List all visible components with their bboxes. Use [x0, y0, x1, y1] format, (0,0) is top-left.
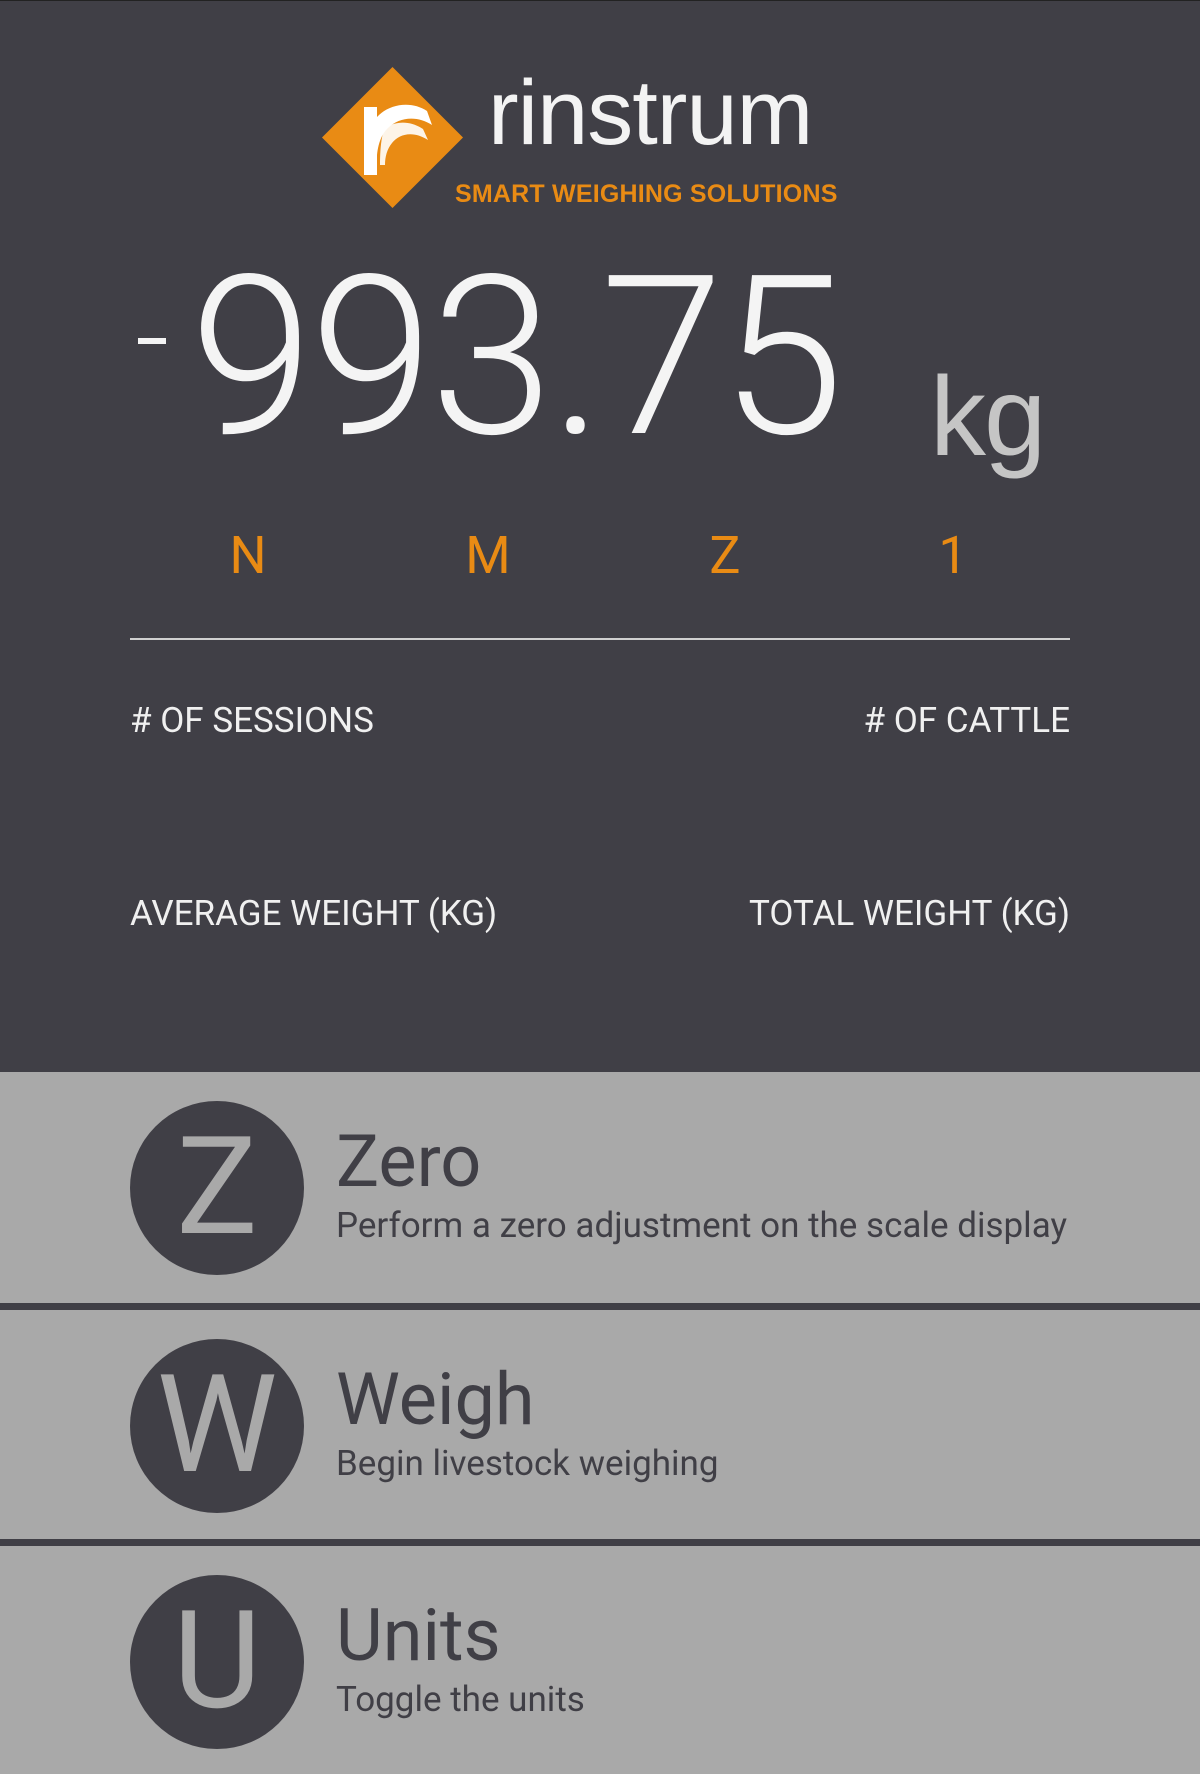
rinstrum-logo-icon: [322, 67, 463, 208]
units-action-title: Units: [336, 1593, 501, 1678]
cattle-label: # OF CATTLE: [863, 700, 1070, 741]
weight-unit: kg: [930, 354, 1046, 479]
zero-action-title: Zero: [336, 1119, 482, 1204]
total-weight-label: TOTAL WEIGHT (KG): [748, 893, 1070, 934]
action-separator: [0, 1539, 1200, 1546]
zero-action-button[interactable]: Z Zero Perform a zero adjustment on the …: [0, 1072, 1200, 1301]
zero-icon-letter: Z: [176, 1108, 258, 1267]
indicator-motion: M: [465, 525, 511, 586]
divider: [130, 638, 1070, 640]
indicator-zero: Z: [709, 525, 741, 586]
scale-display-panel: rinstrum SMART WEIGHING SOLUTIONS 993.75…: [0, 0, 1200, 1072]
units-action-button[interactable]: U Units Toggle the units: [0, 1546, 1200, 1774]
weigh-action-description: Begin livestock weighing: [336, 1443, 719, 1484]
zero-action-description: Perform a zero adjustment on the scale d…: [336, 1205, 1068, 1246]
weigh-action-button[interactable]: W Weigh Begin livestock weighing: [0, 1310, 1200, 1539]
rinstrum-logo: rinstrum SMART WEIGHING SOLUTIONS: [320, 65, 900, 215]
units-action-description: Toggle the units: [336, 1679, 585, 1720]
average-weight-label: AVERAGE WEIGHT (KG): [130, 893, 498, 934]
logo-tagline: SMART WEIGHING SOLUTIONS: [455, 180, 838, 208]
sessions-label: # OF SESSIONS: [130, 700, 374, 741]
indicator-range: 1: [938, 525, 968, 586]
status-indicators: N M Z 1: [130, 521, 1070, 591]
weight-reading: 993.75: [190, 228, 844, 488]
zero-icon: Z: [130, 1101, 304, 1275]
weigh-icon: W: [130, 1339, 304, 1513]
units-icon-letter: U: [172, 1582, 262, 1741]
action-separator: [0, 1303, 1200, 1310]
indicator-net: N: [229, 525, 267, 586]
weigh-icon-letter: W: [156, 1346, 278, 1505]
weigh-action-title: Weigh: [336, 1357, 535, 1442]
units-icon: U: [130, 1575, 304, 1749]
weight-sign: [138, 338, 166, 344]
logo-wordmark: rinstrum: [488, 62, 813, 164]
